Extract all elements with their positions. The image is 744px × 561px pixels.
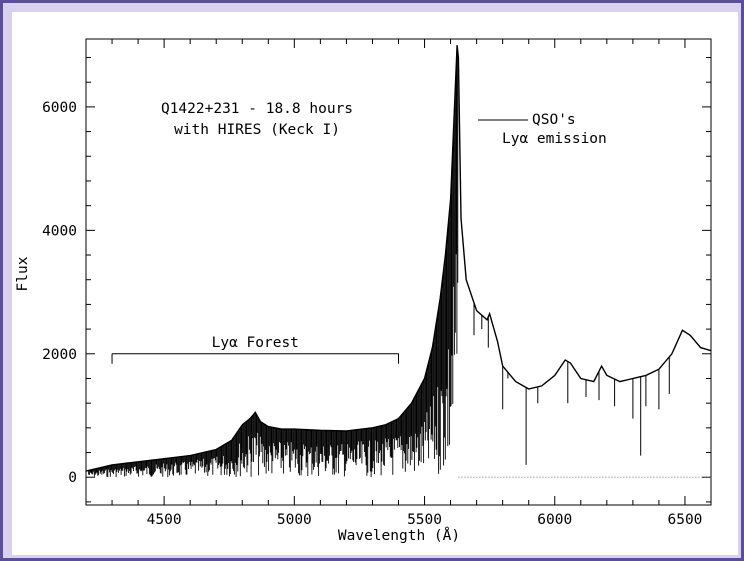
lya-emission-label-line2: Lyα emission	[502, 131, 607, 147]
ticks-group	[86, 39, 712, 505]
y-tick-label: 4000	[42, 223, 77, 239]
y-tick-label: 2000	[42, 347, 77, 363]
spectrum-line	[85, 45, 712, 472]
x-tick-label: 5000	[277, 512, 312, 528]
y-axis-label: Flux	[15, 256, 31, 291]
figure-panel: 4500 5000 5500 6000 6500 0 2000 4000 6000 Q1422+…	[12, 12, 738, 555]
lya-emission-label-line1: QSO's	[532, 112, 576, 128]
chart-title: Q1422+231 - 18.8 hours	[161, 101, 353, 117]
lya-forest-label: Lyα Forest	[212, 335, 299, 351]
tick-labels-group: 4500 5000 5500 6000 6500 0 2000 4000 6000	[42, 100, 702, 528]
lya-emission-annotation: QSO's Lyα emission	[478, 112, 607, 147]
lya-forest-annotation: Lyα Forest	[111, 335, 399, 364]
y-tick-label: 6000	[42, 100, 77, 116]
forest-lines-group	[88, 48, 459, 478]
spectrum-chart: 4500 5000 5500 6000 6500 0 2000 4000 6000 Q1422+…	[15, 38, 712, 544]
x-tick-label: 5500	[407, 512, 442, 528]
x-tick-label: 4500	[147, 512, 182, 528]
x-axis-label: Wavelength (Å)	[338, 527, 460, 544]
x-tick-label: 6000	[537, 512, 572, 528]
x-tick-label: 6500	[667, 512, 702, 528]
y-tick-label: 0	[68, 470, 77, 486]
absorption-lines-group	[473, 302, 670, 465]
chart-subtitle: with HIRES (Keck I)	[174, 122, 340, 138]
